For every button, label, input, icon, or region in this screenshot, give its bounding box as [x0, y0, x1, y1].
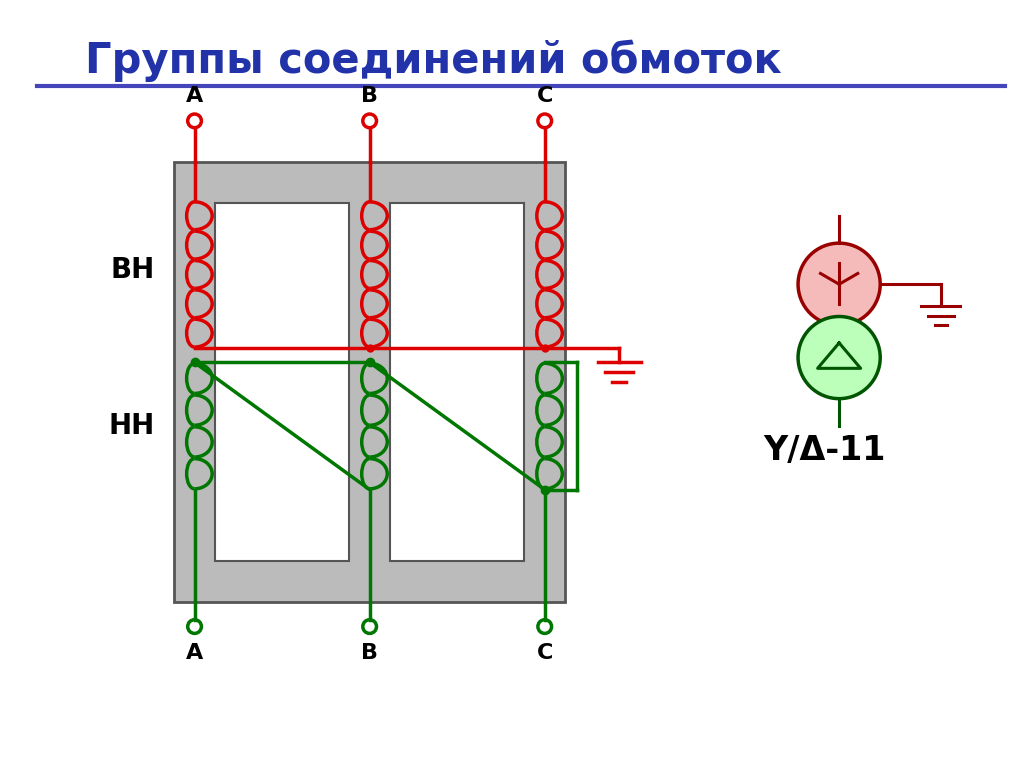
- Bar: [174, 162, 565, 602]
- Text: A: A: [186, 86, 203, 106]
- Text: ВН: ВН: [111, 255, 155, 284]
- Text: B: B: [361, 86, 378, 106]
- Bar: [390, 203, 524, 561]
- Text: НН: НН: [109, 412, 155, 440]
- Text: C: C: [537, 86, 553, 106]
- Text: Группы соединений обмоток: Группы соединений обмоток: [85, 40, 781, 82]
- Text: Y/Δ-11: Y/Δ-11: [763, 434, 886, 467]
- Bar: [215, 203, 349, 561]
- Circle shape: [798, 243, 881, 325]
- Text: C: C: [537, 644, 553, 663]
- Circle shape: [798, 317, 881, 399]
- Text: A: A: [186, 644, 203, 663]
- Text: B: B: [361, 644, 378, 663]
